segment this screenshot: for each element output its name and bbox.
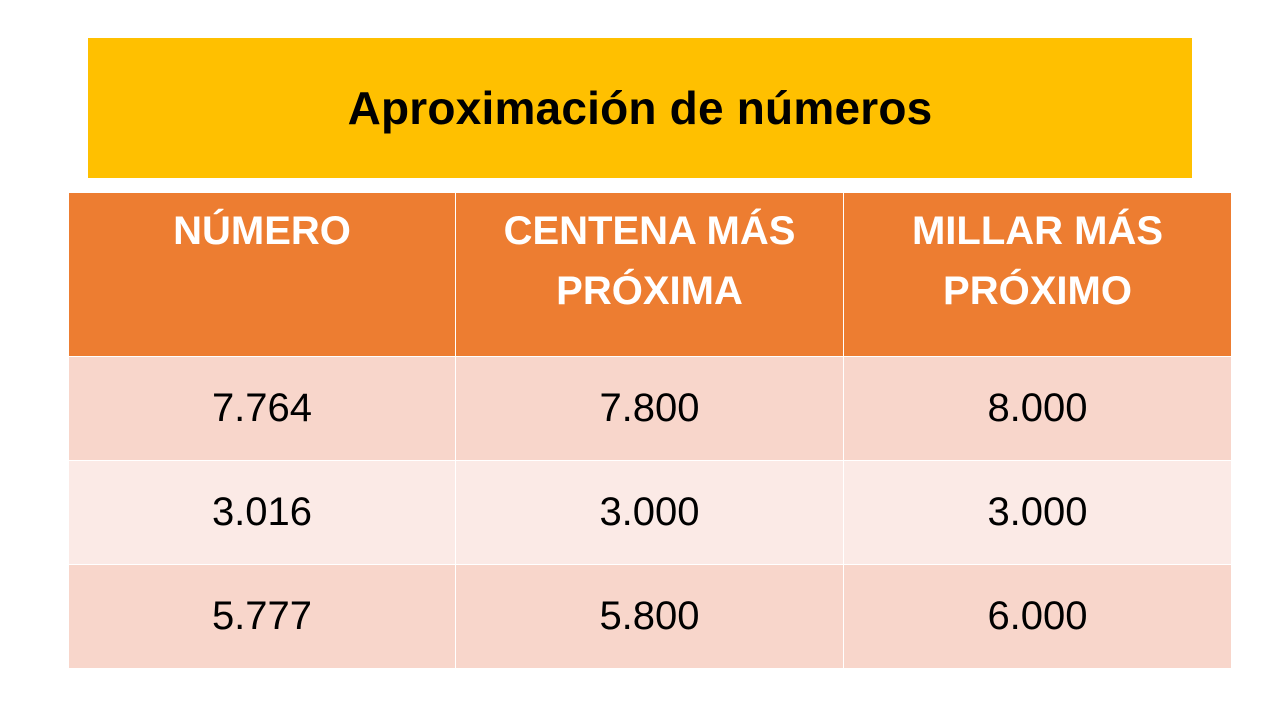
- table-cell: 6.000: [843, 564, 1232, 669]
- table-cell: 5.777: [68, 564, 456, 669]
- table-cell: 7.764: [68, 356, 456, 461]
- table-row: 5.777 5.800 6.000: [68, 564, 1232, 669]
- column-header-centena: CENTENA MÁS PRÓXIMA: [455, 192, 844, 357]
- table-row: 3.016 3.000 3.000: [68, 460, 1232, 565]
- table-cell: 7.800: [455, 356, 844, 461]
- page-title: Aproximación de números: [347, 82, 933, 134]
- table-row: 7.764 7.800 8.000: [68, 356, 1232, 461]
- table-cell: 3.000: [455, 460, 844, 565]
- table-cell: 3.000: [843, 460, 1232, 565]
- title-banner: Aproximación de números: [88, 38, 1192, 178]
- column-header-millar: MILLAR MÁS PRÓXIMO: [843, 192, 1232, 357]
- rounding-table: NÚMERO CENTENA MÁS PRÓXIMA MILLAR MÁS PR…: [68, 192, 1232, 669]
- table-cell: 5.800: [455, 564, 844, 669]
- table-cell: 8.000: [843, 356, 1232, 461]
- column-header-numero: NÚMERO: [68, 192, 456, 357]
- table-header-row: NÚMERO CENTENA MÁS PRÓXIMA MILLAR MÁS PR…: [68, 192, 1232, 357]
- table-cell: 3.016: [68, 460, 456, 565]
